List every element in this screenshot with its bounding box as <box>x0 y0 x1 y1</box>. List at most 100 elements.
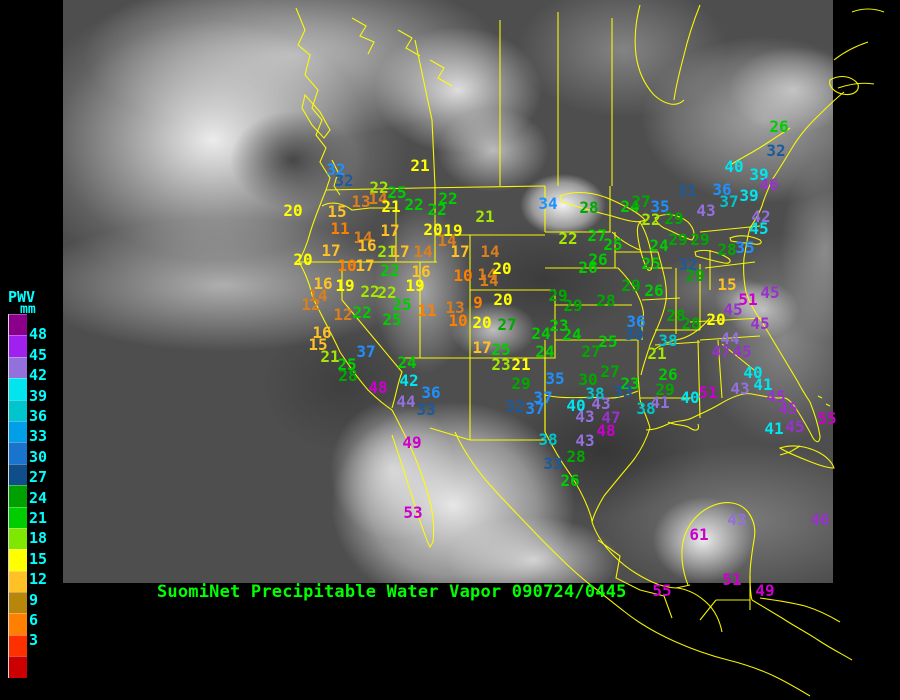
station-pwv-value: 40 <box>680 388 700 407</box>
legend-value-label: 42 <box>29 366 48 385</box>
station-pwv-value: 23 <box>620 374 640 393</box>
station-pwv-value: 32 <box>334 171 354 190</box>
legend-swatch <box>9 378 27 400</box>
legend-swatch <box>9 656 27 678</box>
station-pwv-value: 33 <box>416 400 436 419</box>
station-pwv-value: 22 <box>377 283 397 302</box>
station-pwv-value: 53 <box>403 503 423 522</box>
station-pwv-value: 17 <box>472 338 492 357</box>
station-pwv-value: 11 <box>417 301 437 320</box>
legend-swatch <box>9 570 27 593</box>
station-pwv-value: 41 <box>764 419 784 438</box>
station-pwv-value: 22 <box>438 189 458 208</box>
station-pwv-value: 26 <box>644 281 664 300</box>
station-pwv-value: 29 <box>621 276 641 295</box>
station-pwv-value: 37 <box>525 399 545 418</box>
station-pwv-value: 19 <box>335 276 355 295</box>
station-pwv-value: 14 <box>480 242 500 261</box>
station-pwv-value: 26 <box>769 117 789 136</box>
station-pwv-value: 17 <box>390 242 410 261</box>
station-pwv-value: 45 <box>778 399 798 418</box>
legend-swatch <box>9 506 27 528</box>
station-pwv-value: 29 <box>548 286 568 305</box>
station-pwv-value: 35 <box>545 369 565 388</box>
station-pwv-value: 22 <box>427 200 447 219</box>
station-pwv-value: 45 <box>732 342 752 361</box>
station-pwv-value: 31 <box>677 181 697 200</box>
station-pwv-value: 46 <box>759 175 779 194</box>
station-pwv-value: 15 <box>308 335 328 354</box>
station-pwv-value: 26 <box>578 258 598 277</box>
station-pwv-value: 28 <box>579 198 599 217</box>
legend-swatch <box>9 592 27 614</box>
station-pwv-value: 30 <box>624 325 644 344</box>
station-pwv-value: 25 <box>491 340 511 359</box>
station-pwv-value: 14 <box>437 231 457 250</box>
station-pwv-value: 20 <box>283 201 303 220</box>
station-pwv-value: 45 <box>750 314 770 333</box>
station-pwv-value: 22 <box>352 303 372 322</box>
station-pwv-value: 35 <box>650 197 670 216</box>
station-pwv-value: 25 <box>382 310 402 329</box>
station-pwv-value: 20 <box>472 313 492 332</box>
station-pwv-value: 20 <box>423 220 443 239</box>
station-pwv-value: 51 <box>722 570 742 589</box>
station-pwv-value: 28 <box>666 306 686 325</box>
legend-value-label: 24 <box>29 488 48 507</box>
station-pwv-value: 32 <box>326 160 346 179</box>
station-pwv-value: 32 <box>766 141 786 160</box>
station-pwv-value: 43 <box>730 379 750 398</box>
station-pwv-value: 25 <box>392 295 412 314</box>
station-pwv-value: 48 <box>368 378 388 397</box>
station-pwv-value: 29 <box>664 209 684 228</box>
station-pwv-value: 36 <box>421 383 441 402</box>
legend-value-label: 45 <box>29 345 48 364</box>
legend-swatch <box>9 527 27 550</box>
station-pwv-value: 42 <box>751 207 771 226</box>
station-pwv-value: 20 <box>293 250 313 269</box>
station-pwv-value: 32 <box>678 255 698 274</box>
legend-swatch <box>9 335 27 357</box>
station-pwv-value: 15 <box>327 202 347 221</box>
station-pwv-value: 9 <box>473 293 483 312</box>
station-pwv-value: 43 <box>575 407 595 426</box>
station-pwv-value: 38 <box>636 399 656 418</box>
station-pwv-value: 29 <box>690 230 710 249</box>
legend-value-label: 6 <box>29 611 39 629</box>
legend-swatch <box>9 463 27 486</box>
station-pwv-value: 26 <box>658 365 678 384</box>
station-pwv-value: 24 <box>397 353 417 372</box>
station-pwv-value: 25 <box>387 183 407 202</box>
station-pwv-value: 10 <box>448 311 468 330</box>
station-pwv-value: 27 <box>497 315 517 334</box>
station-pwv-value: 37 <box>719 192 739 211</box>
station-pwv-value: 20 <box>493 290 513 309</box>
station-pwv-value: 25 <box>641 254 661 273</box>
station-pwv-value: 47 <box>711 342 731 361</box>
station-pwv-value: 51 <box>738 290 758 309</box>
station-pwv-value: 22 <box>641 210 661 229</box>
station-pwv-value: 47 <box>601 408 621 427</box>
station-pwv-value: 21 <box>381 197 401 216</box>
station-pwv-value: 29 <box>655 380 675 399</box>
station-pwv-value: 43 <box>696 201 716 220</box>
station-pwv-value: 27 <box>631 192 651 211</box>
station-pwv-value: 13 <box>445 298 465 317</box>
station-pwv-value: 28 <box>566 447 586 466</box>
legend-swatch <box>9 485 27 507</box>
station-pwv-value: 46 <box>810 510 830 529</box>
station-pwv-value: 10 <box>337 256 357 275</box>
satellite-imagery <box>63 0 833 583</box>
station-pwv-value: 40 <box>724 157 744 176</box>
station-pwv-value: 48 <box>596 421 616 440</box>
station-pwv-value: 20 <box>492 259 512 278</box>
station-pwv-value: 38 <box>585 384 605 403</box>
station-pwv-value: 25 <box>603 235 623 254</box>
station-pwv-value: 24 <box>535 342 555 361</box>
legend-title: PWV <box>8 288 36 306</box>
legend-swatch <box>9 634 27 657</box>
station-pwv-value: 24 <box>649 236 669 255</box>
station-pwv-value: 61 <box>689 525 709 544</box>
station-pwv-value: 15 <box>717 275 737 294</box>
